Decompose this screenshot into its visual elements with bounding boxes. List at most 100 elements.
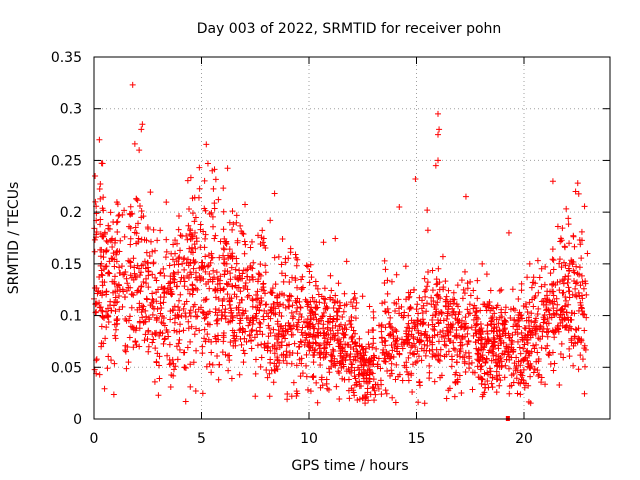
- data-point: [304, 315, 311, 322]
- data-point: [511, 317, 518, 324]
- data-point: [318, 349, 325, 356]
- data-point: [566, 267, 573, 274]
- data-point: [303, 373, 310, 380]
- data-point: [353, 299, 360, 306]
- data-point: [114, 229, 121, 236]
- data-point: [237, 315, 244, 322]
- data-point: [425, 322, 432, 329]
- data-point: [424, 342, 431, 349]
- data-point: [146, 252, 153, 259]
- data-point: [296, 298, 303, 305]
- data-point: [321, 300, 328, 307]
- data-point: [373, 345, 380, 352]
- data-point: [167, 316, 174, 323]
- data-point: [348, 335, 355, 342]
- data-point: [197, 277, 204, 284]
- data-point: [140, 278, 147, 285]
- data-point: [453, 359, 460, 366]
- data-point: [241, 250, 248, 257]
- data-point: [359, 355, 366, 362]
- data-point: [320, 309, 327, 316]
- data-point: [99, 272, 106, 279]
- data-point: [518, 280, 525, 287]
- data-point: [378, 391, 385, 398]
- data-point: [377, 365, 384, 372]
- data-point: [358, 343, 365, 350]
- data-point: [576, 293, 583, 300]
- data-point: [351, 373, 358, 380]
- data-point: [480, 346, 487, 353]
- data-point: [541, 295, 548, 302]
- data-point: [96, 136, 103, 143]
- data-point: [314, 285, 321, 292]
- data-point: [542, 381, 549, 388]
- data-point: [562, 273, 569, 280]
- data-point: [187, 174, 194, 181]
- data-point: [384, 290, 391, 297]
- data-point: [164, 352, 171, 359]
- data-point: [280, 301, 287, 308]
- data-point: [227, 339, 234, 346]
- data-point: [509, 331, 516, 338]
- data-point: [187, 260, 194, 267]
- data-point: [125, 257, 132, 264]
- data-point: [464, 285, 471, 292]
- data-point: [180, 256, 187, 263]
- data-point: [358, 383, 365, 390]
- data-point: [177, 278, 184, 285]
- data-point: [443, 342, 450, 349]
- data-point: [468, 359, 475, 366]
- data-point: [123, 365, 130, 372]
- data-point: [113, 219, 120, 226]
- data-point: [209, 167, 216, 174]
- data-point: [236, 267, 243, 274]
- data-point: [320, 321, 327, 328]
- data-point: [365, 329, 372, 336]
- data-point: [445, 287, 452, 294]
- data-point: [181, 364, 188, 371]
- data-point: [466, 301, 473, 308]
- data-point: [510, 305, 517, 312]
- data-point: [202, 314, 209, 321]
- data-point: [387, 372, 394, 379]
- data-point: [491, 339, 498, 346]
- data-point: [556, 260, 563, 267]
- data-point: [140, 303, 147, 310]
- data-point: [105, 313, 112, 320]
- data-point: [514, 390, 521, 397]
- data-point: [206, 271, 213, 278]
- data-point: [149, 303, 156, 310]
- data-point: [415, 399, 422, 406]
- data-point: [414, 358, 421, 365]
- y-tick-label: 0.1: [60, 309, 82, 325]
- data-point: [569, 261, 576, 268]
- data-point: [136, 325, 143, 332]
- data-point: [256, 307, 263, 314]
- data-point: [550, 305, 557, 312]
- data-point: [248, 238, 255, 245]
- data-point: [210, 267, 217, 274]
- data-point: [330, 296, 337, 303]
- data-point: [571, 333, 578, 340]
- data-point: [227, 276, 234, 283]
- data-point: [208, 209, 215, 216]
- data-point: [364, 385, 371, 392]
- data-point: [404, 340, 411, 347]
- data-point: [97, 195, 104, 202]
- data-point: [549, 256, 556, 263]
- data-point: [403, 337, 410, 344]
- data-point: [217, 238, 224, 245]
- data-point: [579, 356, 586, 363]
- data-point: [507, 314, 514, 321]
- x-tick-label: 5: [197, 431, 206, 447]
- data-point: [347, 321, 354, 328]
- data-point: [266, 370, 273, 377]
- data-point: [142, 331, 149, 338]
- data-point: [353, 379, 360, 386]
- data-point: [250, 259, 257, 266]
- data-point: [203, 141, 210, 148]
- data-point: [157, 269, 164, 276]
- x-tick-label: 10: [300, 431, 318, 447]
- data-point: [350, 327, 357, 334]
- data-point: [145, 260, 152, 267]
